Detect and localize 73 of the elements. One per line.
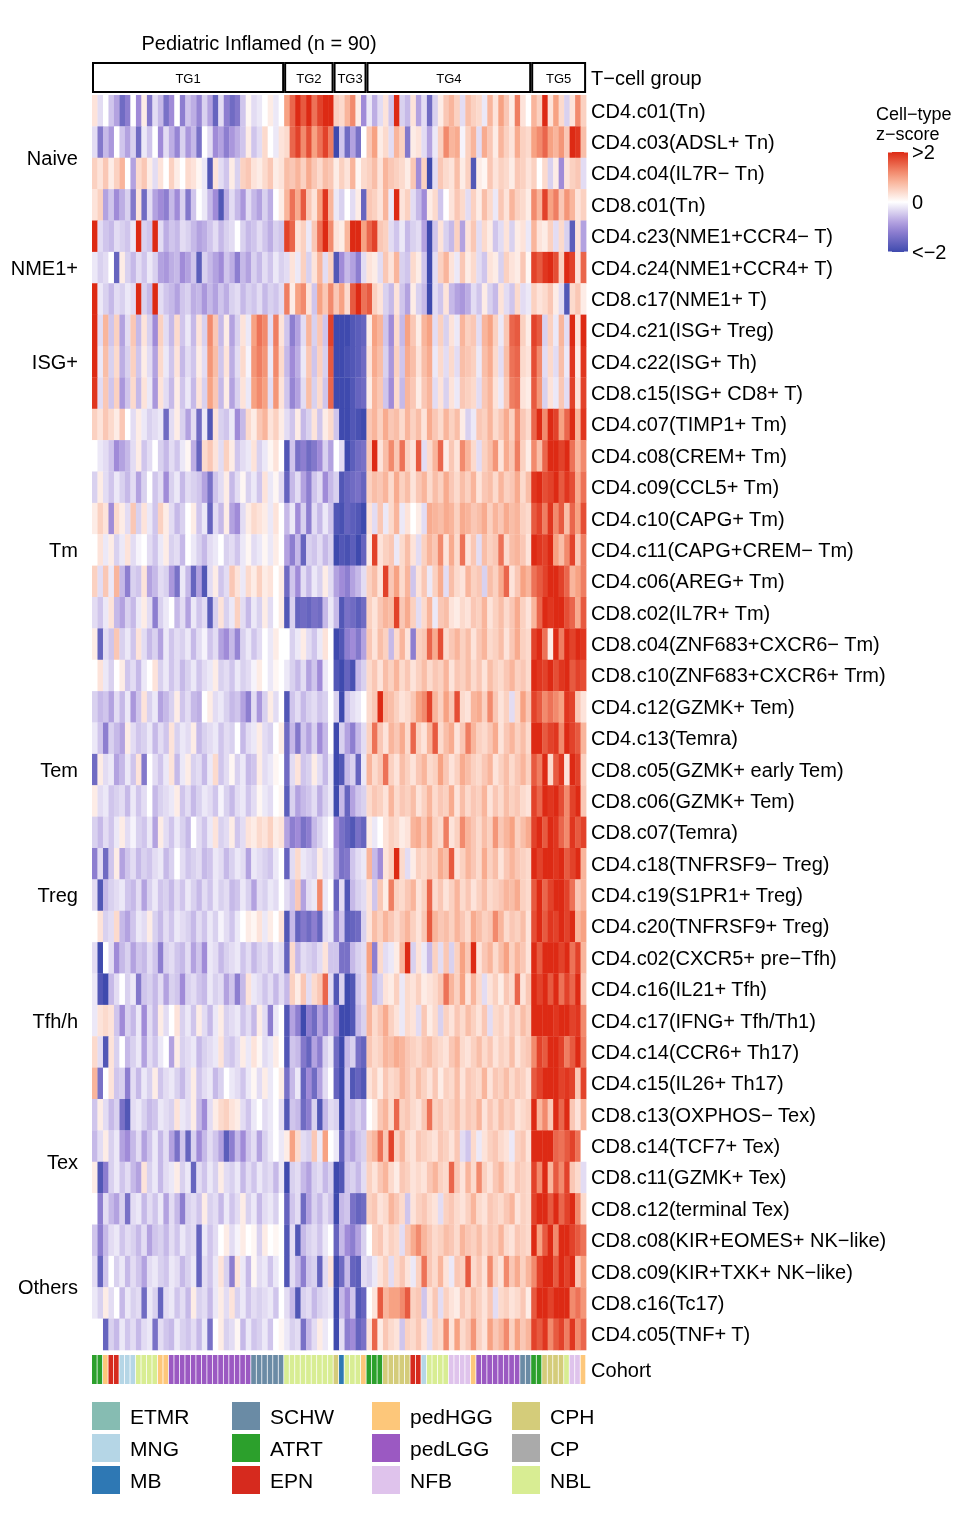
legend-label: ETMR	[130, 1405, 190, 1428]
y-tick-label: CD4.c05(TNF+ T)	[591, 1323, 751, 1346]
text: Treg	[37, 884, 78, 907]
y-tick-label: CD4.c15(IL26+ Th17)	[591, 1072, 784, 1095]
y-tick-label: CD4.c06(AREG+ Tm)	[591, 570, 785, 593]
y-tick-label: CD4.c21(ISG+ Treg)	[591, 319, 774, 342]
color-bar-label: <−2	[912, 241, 947, 263]
text: T−cell group	[591, 66, 702, 89]
y-tick-label: CD8.c13(OXPHOS− Tex)	[591, 1103, 816, 1126]
y-tick-label: CD4.c12(GZMK+ Tem)	[591, 695, 795, 718]
text: TG2	[296, 70, 322, 86]
text: Tm	[49, 538, 78, 561]
text: ISG+	[31, 350, 78, 373]
legend-label: MB	[130, 1469, 162, 1492]
y-axis-title: Cohort	[591, 1358, 652, 1381]
y-tick-label: CD8.c01(Tn)	[591, 193, 706, 216]
y-tick-label: CD4.c09(CCL5+ Tm)	[591, 476, 780, 499]
text: Tex	[46, 1150, 78, 1173]
y-tick-label: CD4.c14(CCR6+ Th17)	[591, 1040, 800, 1063]
text: TG4	[436, 70, 462, 86]
y-tick-label: CD8.c06(GZMK+ Tem)	[591, 789, 795, 812]
y-tick-label: CD4.c07(TIMP1+ Tm)	[591, 413, 787, 436]
y-tick-label: CD4.c03(ADSL+ Tn)	[591, 131, 775, 154]
text: Tfh/h	[32, 1009, 78, 1032]
y-tick-label: CD8.c14(TCF7+ Tex)	[591, 1135, 781, 1158]
y-tick-label: CD8.c11(GZMK+ Tex)	[591, 1166, 787, 1189]
legend-label: SCHW	[270, 1405, 335, 1428]
color-bar-label: >2	[912, 141, 935, 163]
chart-title: Pediatric Inflamed (n = 90)	[141, 32, 377, 54]
y-tick-label: CD8.c15(ISG+ CD8+ T)	[591, 382, 804, 405]
text: NME1+	[10, 256, 78, 279]
y-tick-label: CD8.c16(Tc17)	[591, 1291, 725, 1314]
y-tick-label: CD8.c04(ZNF683+CXCR6− Tm)	[591, 633, 880, 656]
y-tick-label: CD4.c18(TNFRSF9− Treg)	[591, 852, 830, 875]
y-tick-label: CD4.c24(NME1+CCR4+ T)	[591, 256, 834, 279]
y-tick-label: CD8.c12(terminal Tex)	[591, 1197, 790, 1220]
y-tick-label: CD4.c23(NME1+CCR4− T)	[591, 225, 834, 248]
y-tick-label: CD4.c02(CXCR5+ pre−Tfh)	[591, 946, 837, 969]
y-tick-label: CD4.c16(IL21+ Tfh)	[591, 978, 767, 1001]
legend-label: ATRT	[270, 1437, 324, 1460]
y-tick-label: CD4.c22(ISG+ Th)	[591, 350, 757, 373]
legend-label: EPN	[270, 1469, 314, 1492]
legend-label: NFB	[410, 1469, 452, 1492]
y-tick-label: CD4.c20(TNFRSF9+ Treg)	[591, 915, 830, 938]
y-tick-label: CD4.c10(CAPG+ Tm)	[591, 507, 785, 530]
y-tick-label: CD4.c17(IFNG+ Tfh/Th1)	[591, 1009, 816, 1032]
text: TG3	[337, 70, 363, 86]
y-tick-label: CD8.c08(KIR+EOMES+ NK−like)	[591, 1229, 887, 1252]
legend-label: MNG	[130, 1437, 179, 1460]
y-tick-label: CD4.c01(Tn)	[591, 99, 706, 122]
y-tick-label: CD8.c10(ZNF683+CXCR6+ Trm)	[591, 664, 886, 687]
y-tick-label: CD4.c13(Temra)	[591, 727, 738, 750]
y-tick-label: CD8.c02(IL7R+ Tm)	[591, 601, 771, 624]
y-tick-label: CD8.c17(NME1+ T)	[591, 287, 767, 310]
text: TG5	[546, 70, 572, 86]
text: Naive	[26, 146, 78, 169]
legend-label: pedLGG	[410, 1437, 490, 1460]
y-tick-label: CD4.c11(CAPG+CREM− Tm)	[591, 538, 854, 561]
color-bar-title: Cell−type z−score	[876, 104, 952, 144]
color-bar-label: 0	[912, 191, 924, 213]
text: TG1	[175, 70, 201, 86]
text: Others	[17, 1276, 78, 1299]
y-tick-label: CD4.c04(IL7R− Tn)	[591, 162, 765, 185]
y-tick-label: CD8.c07(Temra)	[591, 821, 738, 844]
legend-label: CP	[550, 1437, 580, 1460]
y-tick-label: CD8.c05(GZMK+ early Tem)	[591, 758, 844, 781]
text: Tem	[40, 758, 78, 781]
legend-label: CPH	[550, 1405, 595, 1428]
legend-label: NBL	[550, 1469, 591, 1492]
y-tick-label: CD4.c08(CREM+ Tm)	[591, 444, 787, 467]
y-tick-label: CD8.c09(KIR+TXK+ NK−like)	[591, 1260, 853, 1283]
legend-label: pedHGG	[410, 1405, 493, 1428]
y-tick-label: CD4.c19(S1PR1+ Treg)	[591, 884, 803, 907]
